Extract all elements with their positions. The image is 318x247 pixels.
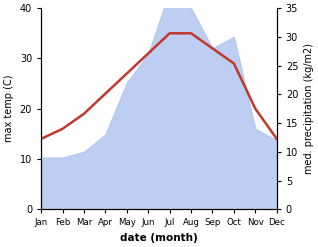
Y-axis label: med. precipitation (kg/m2): med. precipitation (kg/m2) (304, 43, 314, 174)
X-axis label: date (month): date (month) (120, 233, 198, 243)
Y-axis label: max temp (C): max temp (C) (4, 75, 14, 143)
